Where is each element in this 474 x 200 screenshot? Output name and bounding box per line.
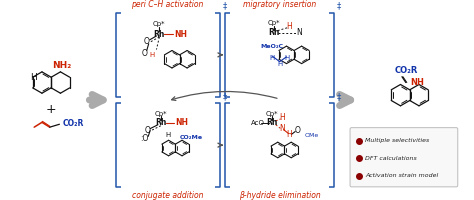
Text: H: H bbox=[269, 55, 274, 61]
Text: +: + bbox=[46, 103, 56, 116]
Text: Rh: Rh bbox=[154, 30, 165, 39]
Text: ‡: ‡ bbox=[222, 92, 227, 101]
Text: :O: :O bbox=[140, 134, 148, 143]
Text: conjugate addition: conjugate addition bbox=[132, 191, 203, 200]
Text: CO₂Me: CO₂Me bbox=[179, 135, 202, 140]
Text: MeO₂C: MeO₂C bbox=[260, 44, 283, 49]
Text: NH: NH bbox=[175, 118, 188, 127]
Text: ‡: ‡ bbox=[337, 92, 341, 101]
Text: NH: NH bbox=[410, 78, 424, 87]
Text: ‡: ‡ bbox=[337, 2, 341, 11]
Text: Multiple selectivities: Multiple selectivities bbox=[365, 138, 429, 143]
Text: H: H bbox=[285, 55, 290, 61]
Text: H: H bbox=[280, 113, 285, 122]
Text: H: H bbox=[277, 61, 283, 67]
Text: O: O bbox=[142, 49, 148, 58]
Text: Rh: Rh bbox=[155, 118, 166, 127]
Text: β-hydride elimination: β-hydride elimination bbox=[239, 191, 320, 200]
Text: Cp*: Cp* bbox=[268, 20, 280, 26]
Text: peri C–H activation: peri C–H activation bbox=[131, 0, 204, 9]
Text: AcO: AcO bbox=[251, 120, 265, 126]
Text: Cp*: Cp* bbox=[155, 111, 167, 117]
Text: H: H bbox=[165, 132, 170, 138]
Text: O: O bbox=[144, 126, 150, 135]
Text: N: N bbox=[296, 28, 302, 37]
Text: O: O bbox=[144, 37, 150, 46]
Text: migratory insertion: migratory insertion bbox=[243, 0, 316, 9]
Text: H: H bbox=[286, 22, 292, 31]
Text: H: H bbox=[286, 130, 292, 139]
Text: NH₂: NH₂ bbox=[52, 61, 71, 70]
Text: NH: NH bbox=[174, 30, 187, 39]
Text: O: O bbox=[294, 126, 300, 135]
Text: CO₂R: CO₂R bbox=[62, 119, 84, 128]
Text: H: H bbox=[149, 52, 154, 58]
Text: Rh: Rh bbox=[268, 28, 280, 37]
Text: Activation strain model: Activation strain model bbox=[365, 173, 438, 178]
FancyBboxPatch shape bbox=[350, 128, 458, 187]
Text: ‡: ‡ bbox=[222, 2, 227, 11]
Text: DFT calculations: DFT calculations bbox=[365, 156, 417, 161]
Text: Cp*: Cp* bbox=[266, 111, 278, 117]
Text: N: N bbox=[279, 124, 284, 133]
Text: Cp*: Cp* bbox=[153, 21, 165, 27]
Text: H: H bbox=[30, 73, 37, 82]
Text: OMe: OMe bbox=[305, 133, 319, 138]
Text: Rh: Rh bbox=[266, 118, 278, 127]
Text: CO₂R: CO₂R bbox=[394, 66, 418, 75]
